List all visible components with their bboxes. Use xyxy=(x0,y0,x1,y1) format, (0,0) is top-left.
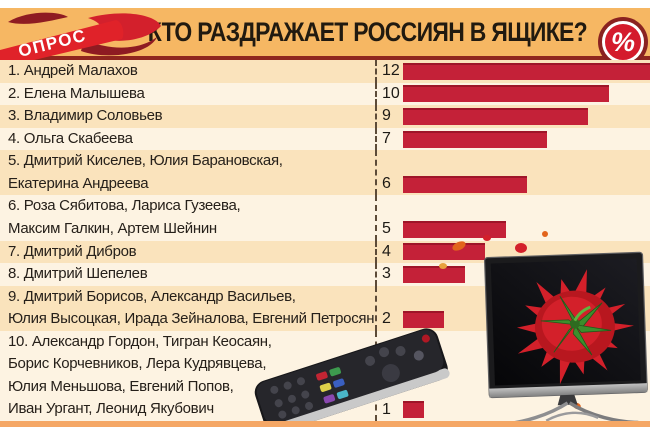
row-names: 6. Роза Сябитова, Лариса Гузеева, Максим … xyxy=(0,195,377,241)
row-bar-track xyxy=(403,173,650,196)
row-name-line: Юлия Высоцкая, Ирада Зейналова, Евгений … xyxy=(8,310,375,328)
chart-row: 2. Елена Малышева 10 xyxy=(0,82,650,106)
row-name-line: 9. Дмитрий Борисов, Александр Васильев, xyxy=(8,287,296,305)
chart-rows: 1. Андрей Малахов 12 2. Елена Малышева 10 3.… xyxy=(0,60,650,421)
percent-badge-icon: % xyxy=(602,21,644,63)
row-name-line: 8. Дмитрий Шепелев xyxy=(8,265,148,283)
row-bar-track xyxy=(403,105,650,128)
row-name-line: Екатерина Андреева xyxy=(8,174,149,192)
chart-row: 3. Владимир Соловьев 9 xyxy=(0,105,650,128)
row-value: 3 xyxy=(382,265,391,283)
chart-row: 8. Дмитрий Шепелев 3 xyxy=(0,263,650,286)
row-name-line: 3. Владимир Соловьев xyxy=(8,107,163,125)
row-bar xyxy=(403,243,486,261)
row-bar-track xyxy=(403,399,650,422)
row-bar-track xyxy=(403,83,650,106)
row-value: 1 xyxy=(382,400,391,418)
bottom-border-strip xyxy=(0,421,650,427)
row-names: 8. Дмитрий Шепелев xyxy=(0,263,377,286)
chart-row: 9. Дмитрий Борисов, Александр Васильев, Ю… xyxy=(0,285,650,331)
row-names: 4. Ольга Скабеева xyxy=(0,127,377,151)
row-value: 12 xyxy=(382,62,400,80)
chart-row: 6. Роза Сябитова, Лариса Гузеева, Максим … xyxy=(0,195,650,241)
chart-row: 1. Андрей Малахов 12 xyxy=(0,60,650,83)
row-name-line: 1. Андрей Малахов xyxy=(8,62,138,80)
row-bar-track xyxy=(403,218,650,241)
row-names: 3. Владимир Соловьев xyxy=(0,105,377,128)
row-name-line: 5. Дмитрий Киселев, Юлия Барановская, xyxy=(8,152,283,170)
row-bar-track xyxy=(403,308,650,331)
row-name-line: 4. Ольга Скабеева xyxy=(8,129,133,147)
row-name-line: Борис Корчевников, Лера Кудрявцева, xyxy=(8,355,267,373)
row-value: 4 xyxy=(382,242,391,260)
row-names: 7. Дмитрий Дибров xyxy=(0,240,377,264)
row-names: 2. Елена Малышева xyxy=(0,82,377,106)
row-name-line: Иван Ургант, Леонид Якубович xyxy=(8,400,214,418)
page-title-text: КТО РАЗДРАЖАЕТ РОССИЯН В ЯЩИКЕ? xyxy=(147,16,588,47)
page-title: КТО РАЗДРАЖАЕТ РОССИЯН В ЯЩИКЕ? xyxy=(148,8,588,56)
row-value: 7 xyxy=(382,129,391,147)
header-divider-strip xyxy=(0,56,650,60)
row-bar-track xyxy=(403,241,650,264)
row-name-line: 2. Елена Малышева xyxy=(8,84,145,102)
row-bar xyxy=(403,107,589,125)
row-names: 9. Дмитрий Борисов, Александр Васильев, Ю… xyxy=(0,285,377,331)
row-name-line: 7. Дмитрий Дибров xyxy=(8,242,137,260)
row-name-line: 6. Роза Сябитова, Лариса Гузеева, xyxy=(8,197,241,215)
row-value: 5 xyxy=(382,220,391,237)
row-names: 5. Дмитрий Киселев, Юлия Барановская, Ека… xyxy=(0,150,377,196)
chart-row: 10. Александр Гордон, Тигран Кеосаян, Бор… xyxy=(0,330,650,422)
row-names: 1. Андрей Малахов xyxy=(0,60,377,83)
row-bar xyxy=(403,311,445,328)
chart-row: 5. Дмитрий Киселев, Юлия Барановская, Ека… xyxy=(0,150,650,196)
row-bar-track xyxy=(403,60,650,83)
row-name-line: Юлия Меньшова, Евгений Попов, xyxy=(8,377,234,395)
row-names: 10. Александр Гордон, Тигран Кеосаян, Бор… xyxy=(0,330,377,421)
row-value: 2 xyxy=(382,310,391,328)
chart-row: 4. Ольга Скабеева 7 xyxy=(0,127,650,151)
row-bar xyxy=(403,85,609,103)
row-bar xyxy=(403,265,465,283)
chart-row: 7. Дмитрий Дибров 4 xyxy=(0,240,650,264)
row-name-line: 10. Александр Гордон, Тигран Кеосаян, xyxy=(8,332,272,350)
row-value: 6 xyxy=(382,174,391,192)
row-bar xyxy=(403,175,527,193)
row-bar xyxy=(403,130,548,148)
percent-badge-label: % xyxy=(610,26,635,57)
row-bar-track xyxy=(403,263,650,286)
row-bar xyxy=(403,62,650,80)
row-bar xyxy=(403,220,506,238)
row-bar xyxy=(403,401,424,419)
row-name-line: Максим Галкин, Артем Шейнин xyxy=(8,219,217,237)
row-value: 9 xyxy=(382,107,391,125)
row-bar-track xyxy=(403,128,650,151)
row-value: 10 xyxy=(382,84,400,102)
